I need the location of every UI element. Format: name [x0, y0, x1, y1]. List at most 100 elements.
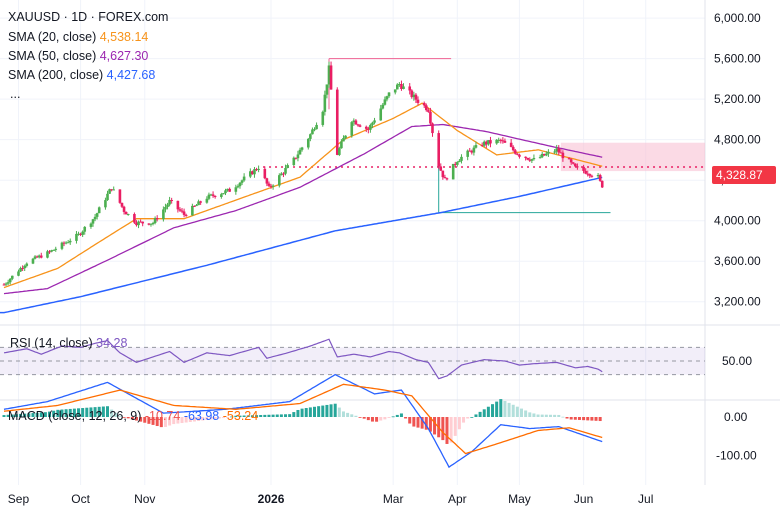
candle-body[interactable]: [222, 193, 225, 195]
candle-body[interactable]: [238, 182, 242, 187]
candle-body[interactable]: [526, 157, 530, 160]
candle-body[interactable]: [369, 124, 372, 130]
candle-body[interactable]: [139, 221, 142, 223]
candle-body[interactable]: [21, 268, 24, 270]
candle-body[interactable]: [393, 89, 397, 93]
candle-body[interactable]: [342, 138, 345, 142]
candle-body[interactable]: [503, 140, 507, 143]
candle-body[interactable]: [251, 171, 254, 175]
candle-body[interactable]: [501, 140, 505, 142]
candle-body[interactable]: [112, 189, 116, 191]
candle-body[interactable]: [569, 159, 573, 163]
candle-body[interactable]: [207, 194, 211, 199]
candle-body[interactable]: [124, 211, 128, 215]
candle-body[interactable]: [170, 200, 173, 202]
candle-body[interactable]: [296, 154, 300, 159]
candle-body[interactable]: [253, 169, 256, 175]
candle-body[interactable]: [408, 86, 412, 91]
candle-body[interactable]: [429, 111, 432, 124]
rsi-pane[interactable]: [0, 338, 705, 380]
candle-body[interactable]: [213, 195, 217, 197]
candle-body[interactable]: [474, 145, 478, 148]
candle-body[interactable]: [482, 141, 486, 146]
candle-body[interactable]: [561, 152, 565, 159]
candle-body[interactable]: [120, 202, 124, 207]
candle-body[interactable]: [588, 174, 592, 176]
sma20-line[interactable]: [3, 102, 603, 289]
candle-body[interactable]: [39, 255, 43, 258]
candle-body[interactable]: [164, 206, 167, 210]
candle-body[interactable]: [499, 139, 503, 141]
candle-body[interactable]: [176, 200, 180, 210]
candle-body[interactable]: [19, 268, 22, 272]
candle-body[interactable]: [485, 141, 488, 145]
sma200-legend[interactable]: SMA (200, close) 4,427.68: [8, 68, 155, 82]
candle-body[interactable]: [108, 189, 111, 194]
candle-body[interactable]: [453, 163, 457, 165]
candle-body[interactable]: [83, 226, 87, 232]
candle-body[interactable]: [516, 153, 519, 155]
candle-body[interactable]: [540, 153, 544, 158]
more-indicators[interactable]: ...: [10, 87, 20, 101]
candle-body[interactable]: [280, 173, 283, 176]
macd-signal-line[interactable]: [3, 383, 603, 455]
candle-body[interactable]: [350, 122, 354, 136]
candle-body[interactable]: [255, 169, 258, 171]
candle-body[interactable]: [211, 194, 215, 196]
candle-body[interactable]: [133, 214, 136, 223]
candle-body[interactable]: [135, 222, 138, 226]
candle-body[interactable]: [495, 139, 498, 144]
candle-body[interactable]: [149, 223, 153, 225]
candle-body[interactable]: [327, 65, 331, 85]
candle-body[interactable]: [373, 120, 376, 123]
candle-body[interactable]: [278, 175, 281, 186]
candle-body[interactable]: [340, 141, 343, 149]
candle-body[interactable]: [445, 178, 449, 180]
candle-body[interactable]: [126, 214, 130, 216]
candle-body[interactable]: [584, 170, 587, 174]
candle-body[interactable]: [151, 223, 155, 225]
candle-body[interactable]: [387, 92, 391, 97]
candlesticks[interactable]: [2, 61, 604, 286]
candle-body[interactable]: [379, 108, 383, 121]
candle-body[interactable]: [17, 271, 20, 276]
candle-body[interactable]: [441, 170, 445, 178]
candle-body[interactable]: [364, 126, 368, 129]
candle-body[interactable]: [300, 147, 304, 150]
candle-body[interactable]: [37, 255, 41, 258]
candle-body[interactable]: [240, 180, 244, 183]
candle-body[interactable]: [282, 173, 285, 175]
candle-body[interactable]: [410, 90, 414, 98]
candle-body[interactable]: [298, 149, 302, 155]
candle-body[interactable]: [46, 251, 49, 258]
candle-body[interactable]: [91, 219, 95, 224]
candle-body[interactable]: [315, 124, 318, 130]
candle-body[interactable]: [81, 231, 84, 235]
candle-body[interactable]: [75, 233, 78, 241]
candle-body[interactable]: [381, 104, 385, 109]
candle-body[interactable]: [354, 120, 358, 125]
candle-body[interactable]: [576, 166, 579, 168]
candle-body[interactable]: [205, 198, 209, 203]
candle-body[interactable]: [6, 282, 10, 284]
resistance-zone[interactable]: [560, 142, 705, 172]
candle-body[interactable]: [62, 242, 66, 244]
candle-body[interactable]: [68, 240, 72, 243]
candle-body[interactable]: [414, 94, 418, 100]
candle-body[interactable]: [110, 189, 113, 191]
candle-body[interactable]: [180, 210, 184, 212]
candle-body[interactable]: [412, 94, 416, 98]
candle-body[interactable]: [33, 256, 37, 259]
candle-body[interactable]: [555, 148, 558, 152]
candle-body[interactable]: [451, 163, 455, 180]
sma50-line[interactable]: [3, 123, 603, 295]
candle-body[interactable]: [398, 83, 401, 85]
sma20-legend[interactable]: SMA (20, close) 4,538.14: [8, 30, 148, 44]
candle-body[interactable]: [553, 151, 556, 153]
candle-body[interactable]: [294, 157, 298, 159]
candle-body[interactable]: [50, 250, 53, 252]
candle-body[interactable]: [35, 256, 39, 258]
candle-body[interactable]: [23, 265, 26, 269]
candle-body[interactable]: [122, 206, 126, 212]
candle-body[interactable]: [155, 218, 159, 220]
